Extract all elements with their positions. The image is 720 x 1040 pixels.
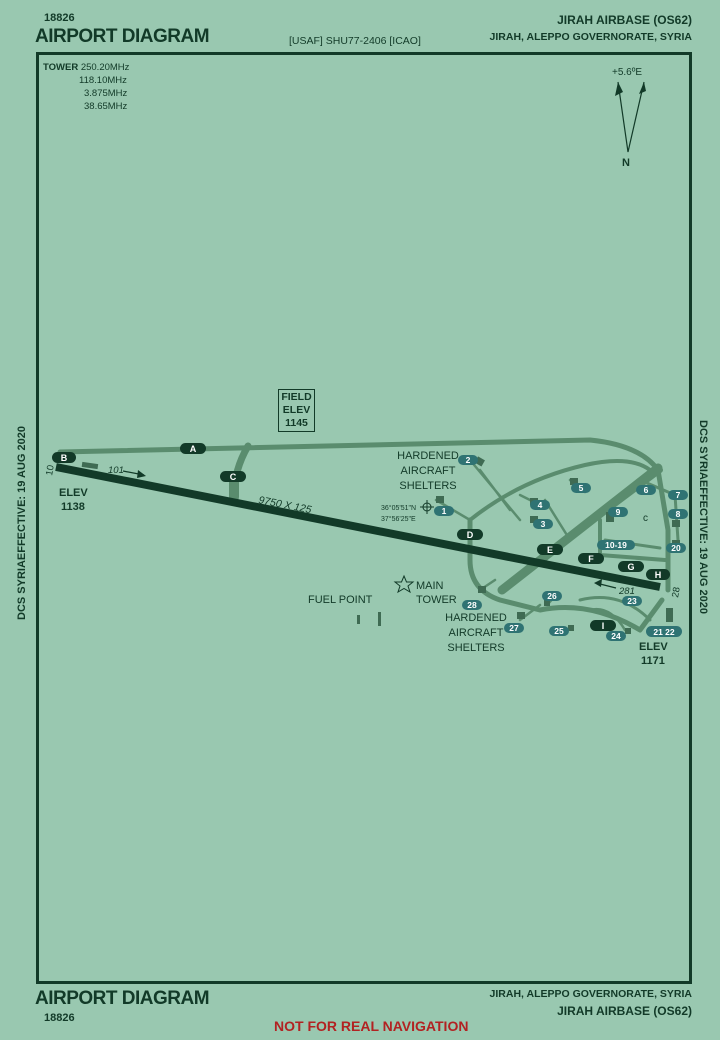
- elev-west-label: ELEV: [59, 487, 88, 499]
- parking-labels: 1 2 3 4 5 6 7 9 8 10-19 20 21 22 23 24 2…: [434, 455, 688, 641]
- runway-end-10: 10: [44, 464, 57, 476]
- taxiway-d: D: [467, 530, 474, 540]
- source-label: [USAF] SHU77-2406 [ICAO]: [289, 35, 421, 47]
- elev-east-value: 1171: [641, 655, 665, 667]
- parking-20: 20: [671, 543, 681, 553]
- parking-6: 6: [644, 485, 649, 495]
- tower-label: TOWER: [43, 62, 79, 73]
- parking-21-22: 21 22: [653, 627, 675, 637]
- heading-281: 281: [618, 586, 635, 597]
- field-elev-line2: ELEV: [282, 404, 311, 416]
- runway-end-28: 28: [670, 586, 683, 598]
- main-tower-line2: TOWER: [416, 594, 457, 606]
- parking-2: 2: [466, 455, 471, 465]
- parking-4: 4: [538, 500, 543, 510]
- not-for-navigation-warning: NOT FOR REAL NAVIGATION: [274, 1018, 469, 1034]
- tower-star-icon: [393, 574, 415, 594]
- airbase-name-bottom: JIRAH AIRBASE (OS62): [557, 1004, 692, 1018]
- has-south-line3: SHELTERS: [447, 642, 505, 654]
- parking-8: 8: [676, 509, 681, 519]
- tower-freq-3: 3.875MHz: [84, 88, 128, 99]
- parking-28: 28: [467, 600, 477, 610]
- location-top: JIRAH, ALEPPO GOVERNORATE, SYRIA: [489, 31, 692, 43]
- apron-label: c: [643, 513, 648, 524]
- reference-point-icon: [420, 500, 434, 514]
- heading-101: 101: [108, 465, 124, 476]
- tower-freq-1: 250.20MHz: [80, 62, 130, 73]
- has-south-line1: HARDENED: [445, 612, 507, 624]
- fuel-point-label: FUEL POINT: [308, 594, 373, 606]
- field-elev-value: 1145: [285, 417, 308, 429]
- taxiway-c: C: [230, 472, 237, 482]
- parking-27: 27: [509, 623, 519, 633]
- taxiway-h: H: [655, 570, 662, 580]
- title-top: AIRPORT DIAGRAM: [35, 26, 210, 47]
- parking-9: 9: [616, 507, 621, 517]
- parking-3: 3: [541, 519, 546, 529]
- tower-freq-4: 38.65MHz: [84, 101, 128, 112]
- chart-code-bottom: 18826: [44, 1012, 75, 1024]
- parking-10-19: 10-19: [605, 540, 627, 550]
- taxiway-b: B: [61, 453, 68, 463]
- parking-26: 26: [547, 591, 557, 601]
- parking-24: 24: [611, 631, 621, 641]
- parking-1: 1: [442, 506, 447, 516]
- main-tower-line1: MAIN: [416, 580, 444, 592]
- chart-code-top: 18826: [44, 12, 75, 24]
- title-bottom: AIRPORT DIAGRAM: [35, 988, 210, 1009]
- location-bottom: JIRAH, ALEPPO GOVERNORATE, SYRIA: [489, 988, 692, 1000]
- taxiway-g: G: [627, 562, 634, 572]
- has-north-line1: HARDENED: [397, 450, 459, 462]
- field-elev-line1: FIELD: [281, 391, 312, 403]
- parking-7: 7: [676, 490, 681, 500]
- mag-variation-label: +5.6ºE: [612, 67, 642, 78]
- has-north-label: HARDENED AIRCRAFT SHELTERS: [397, 449, 459, 494]
- taxiway-f: F: [588, 554, 594, 564]
- taxiway-a: A: [190, 444, 197, 454]
- north-label: N: [622, 157, 630, 169]
- taxiway-i: I: [602, 621, 605, 631]
- north-arrow-icon: +5.6ºE N: [612, 67, 646, 169]
- map-frame: [36, 52, 692, 984]
- parking-25: 25: [554, 626, 564, 636]
- elev-west-value: 1138: [61, 501, 85, 513]
- has-north-line3: SHELTERS: [399, 480, 457, 492]
- field-elevation-box: FIELD ELEV 1145: [278, 389, 315, 432]
- coord-lat: 36°05'51"N: [381, 504, 416, 512]
- has-south-line2: AIRCRAFT: [448, 627, 504, 639]
- main-tower-label: MAIN TOWER: [416, 579, 457, 607]
- taxiway-labels: B A C D E F G H I: [52, 443, 670, 631]
- parking-23: 23: [627, 596, 637, 606]
- airbase-name-top: JIRAH AIRBASE (OS62): [557, 13, 692, 27]
- shelter-blocks: [81, 456, 680, 634]
- coord-lon: 37°56'25"E: [381, 515, 416, 523]
- tower-freq-2: 118.10MHz: [79, 75, 127, 86]
- taxiway-e: E: [547, 545, 553, 555]
- has-south-label: HARDENED AIRCRAFT SHELTERS: [445, 611, 507, 656]
- runway-10-28: [55, 463, 661, 591]
- has-north-line2: AIRCRAFT: [400, 465, 456, 477]
- elev-east-label: ELEV: [639, 641, 668, 653]
- tower-frequencies: TOWER 250.20MHz 118.10MHz 3.875MHz 38.65…: [43, 61, 129, 113]
- parking-5: 5: [579, 483, 584, 493]
